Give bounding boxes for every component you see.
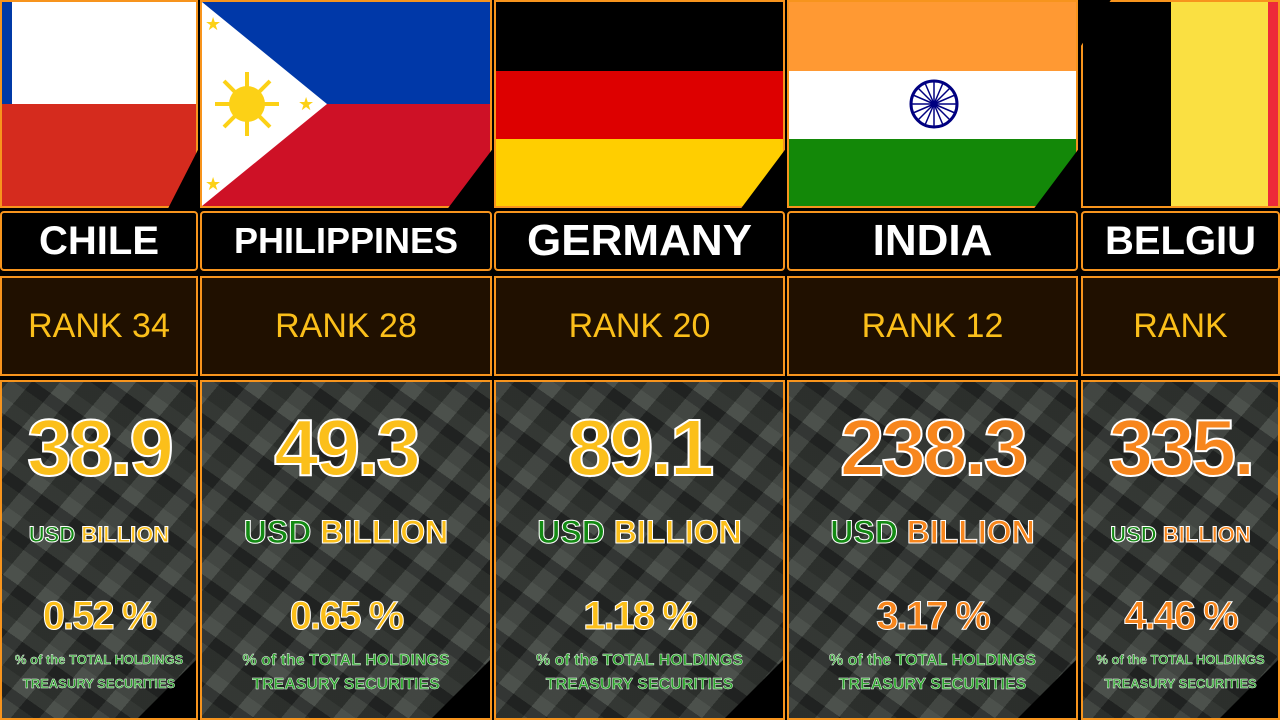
value: 49.3 [273,402,422,493]
country-column-chile: CHILE RANK 34 38.9 USD BILLION 0.52 % % … [0,0,198,720]
country-name: CHILE [0,211,198,271]
holdings-panel: 49.3 USD BILLION 0.65 % % of the TOTAL H… [200,380,492,720]
unit-billion: BILLION [906,514,1035,551]
unit-billion: BILLION [1162,522,1251,548]
unit-usd: USD [243,514,312,551]
svg-text:★: ★ [298,94,314,115]
value: 89.1 [567,402,716,493]
rank-label: RANK 20 [494,276,785,376]
country-name: INDIA [787,211,1078,271]
caption-line2: TREASURY SECURITIES [252,676,440,693]
percent: 3.17 % [876,594,992,639]
caption-line2: TREASURY SECURITIES [1104,676,1257,691]
unit-usd: USD [830,514,899,551]
unit-usd: USD [537,514,606,551]
rank-label: RANK [1081,276,1280,376]
holdings-panel: 89.1 USD BILLION 1.18 % % of the TOTAL H… [494,380,785,720]
caption-line1: % of the TOTAL HOLDINGS [1096,652,1265,667]
percent: 0.52 % [42,594,158,639]
caption-line2: TREASURY SECURITIES [838,676,1027,693]
unit-billion: BILLION [81,522,170,548]
caption-line1: % of the TOTAL HOLDINGS [14,652,184,667]
flag-germany [494,0,785,208]
rank-label: RANK 34 [0,276,198,376]
unit: USD BILLION [202,514,490,551]
ashoka-chakra-icon [909,79,959,129]
percent: 1.18 % [583,594,699,639]
flag-india [787,0,1078,208]
unit-billion: BILLION [320,514,449,551]
percent: 0.65 % [289,594,405,639]
rank-label: RANK 12 [787,276,1078,376]
percent: 4.46 % [1124,594,1240,639]
value: 238.3 [839,402,1029,493]
rank-label: RANK 28 [200,276,492,376]
holdings-panel: 38.9 USD BILLION 0.52 % % of the TOTAL H… [0,380,198,720]
holdings-panel: 238.3 USD BILLION 3.17 % % of the TOTAL … [787,380,1078,720]
sun-icon: ★ ★ ★ [202,2,327,206]
unit-usd: USD [28,522,76,548]
caption-line1: % of the TOTAL HOLDINGS [535,652,744,669]
unit: USD BILLION [789,514,1076,551]
flag-belgium [1081,0,1280,208]
country-column-germany: GERMANY RANK 20 89.1 USD BILLION 1.18 % … [494,0,785,720]
caption-line2: TREASURY SECURITIES [22,676,176,691]
caption-line2: TREASURY SECURITIES [545,676,734,693]
caption-line1: % of the TOTAL HOLDINGS [242,652,450,669]
holdings-panel: 335. USD BILLION 4.46 % % of the TOTAL H… [1081,380,1280,720]
value: 335. [1108,402,1257,493]
country-name: BELGIU [1081,211,1280,271]
flag-chile [0,0,198,208]
unit: USD BILLION [496,514,783,551]
unit: USD BILLION [1083,522,1278,548]
unit: USD BILLION [2,522,196,548]
country-name: GERMANY [494,211,785,271]
value: 38.9 [26,402,175,493]
caption-line1: % of the TOTAL HOLDINGS [828,652,1037,669]
country-name: PHILIPPINES [200,211,492,271]
country-column-india: INDIA RANK 12 238.3 USD BILLION 3.17 % %… [787,0,1078,720]
country-column-belgium: BELGIU RANK 335. USD BILLION 4.46 % % of… [1081,0,1280,720]
country-column-philippines: ★ ★ ★ PHILIPPINES RANK 28 49.3 USD BILLION… [200,0,492,720]
svg-text:★: ★ [205,14,221,35]
unit-billion: BILLION [613,514,742,551]
unit-usd: USD [1110,522,1157,548]
svg-text:★: ★ [205,174,221,195]
flag-philippines: ★ ★ ★ [200,0,492,208]
